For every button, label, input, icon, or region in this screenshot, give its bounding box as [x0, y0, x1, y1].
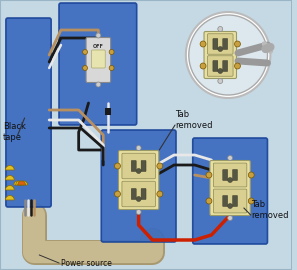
Circle shape: [136, 197, 141, 201]
FancyBboxPatch shape: [223, 195, 228, 207]
Circle shape: [83, 49, 88, 55]
Circle shape: [189, 15, 268, 95]
Circle shape: [248, 172, 254, 178]
FancyBboxPatch shape: [119, 150, 159, 210]
Wedge shape: [18, 181, 26, 185]
Circle shape: [218, 69, 223, 73]
Wedge shape: [5, 195, 14, 200]
Circle shape: [200, 41, 206, 47]
Circle shape: [109, 66, 114, 70]
Circle shape: [228, 204, 233, 208]
FancyBboxPatch shape: [210, 160, 250, 215]
Wedge shape: [5, 185, 14, 190]
Circle shape: [83, 66, 88, 70]
FancyBboxPatch shape: [141, 160, 146, 171]
Circle shape: [157, 191, 163, 197]
FancyBboxPatch shape: [86, 38, 110, 83]
FancyBboxPatch shape: [233, 195, 238, 207]
Bar: [105, 108, 111, 115]
FancyBboxPatch shape: [223, 60, 228, 72]
Wedge shape: [5, 176, 14, 180]
FancyBboxPatch shape: [101, 130, 176, 242]
FancyBboxPatch shape: [213, 189, 247, 213]
Text: Tab
removed: Tab removed: [175, 110, 213, 130]
Circle shape: [136, 210, 141, 214]
Circle shape: [206, 172, 212, 178]
Text: Power source: Power source: [61, 258, 112, 268]
FancyBboxPatch shape: [208, 56, 233, 76]
FancyBboxPatch shape: [213, 60, 218, 72]
Circle shape: [206, 198, 212, 204]
FancyBboxPatch shape: [213, 163, 247, 187]
FancyBboxPatch shape: [131, 188, 136, 200]
FancyBboxPatch shape: [223, 39, 228, 49]
Wedge shape: [14, 181, 22, 185]
Circle shape: [96, 82, 101, 87]
Circle shape: [235, 41, 241, 47]
FancyBboxPatch shape: [122, 153, 155, 179]
Text: OFF: OFF: [93, 45, 104, 49]
Circle shape: [248, 198, 254, 204]
FancyBboxPatch shape: [233, 170, 238, 181]
Wedge shape: [16, 181, 23, 185]
Circle shape: [115, 191, 121, 197]
Circle shape: [235, 63, 241, 69]
Circle shape: [228, 177, 233, 183]
Circle shape: [136, 146, 141, 150]
Circle shape: [136, 168, 141, 174]
Circle shape: [218, 46, 223, 52]
Circle shape: [96, 33, 101, 38]
FancyBboxPatch shape: [91, 50, 105, 68]
FancyBboxPatch shape: [122, 181, 155, 207]
FancyBboxPatch shape: [131, 160, 136, 171]
FancyBboxPatch shape: [223, 170, 228, 181]
FancyBboxPatch shape: [141, 188, 146, 200]
Circle shape: [200, 63, 206, 69]
FancyBboxPatch shape: [204, 32, 236, 79]
FancyBboxPatch shape: [208, 34, 233, 54]
Circle shape: [218, 79, 223, 83]
Circle shape: [228, 215, 233, 221]
Circle shape: [228, 156, 233, 160]
Circle shape: [218, 26, 223, 32]
Circle shape: [109, 49, 114, 55]
Circle shape: [186, 12, 270, 98]
FancyBboxPatch shape: [193, 138, 268, 244]
Wedge shape: [20, 181, 28, 185]
Circle shape: [115, 163, 121, 169]
Text: Tab
removed: Tab removed: [251, 200, 288, 220]
Text: Black
tape: Black tape: [3, 122, 26, 142]
Wedge shape: [5, 166, 14, 170]
FancyBboxPatch shape: [59, 3, 137, 125]
Circle shape: [157, 163, 163, 169]
FancyBboxPatch shape: [213, 39, 218, 49]
FancyBboxPatch shape: [6, 18, 51, 207]
